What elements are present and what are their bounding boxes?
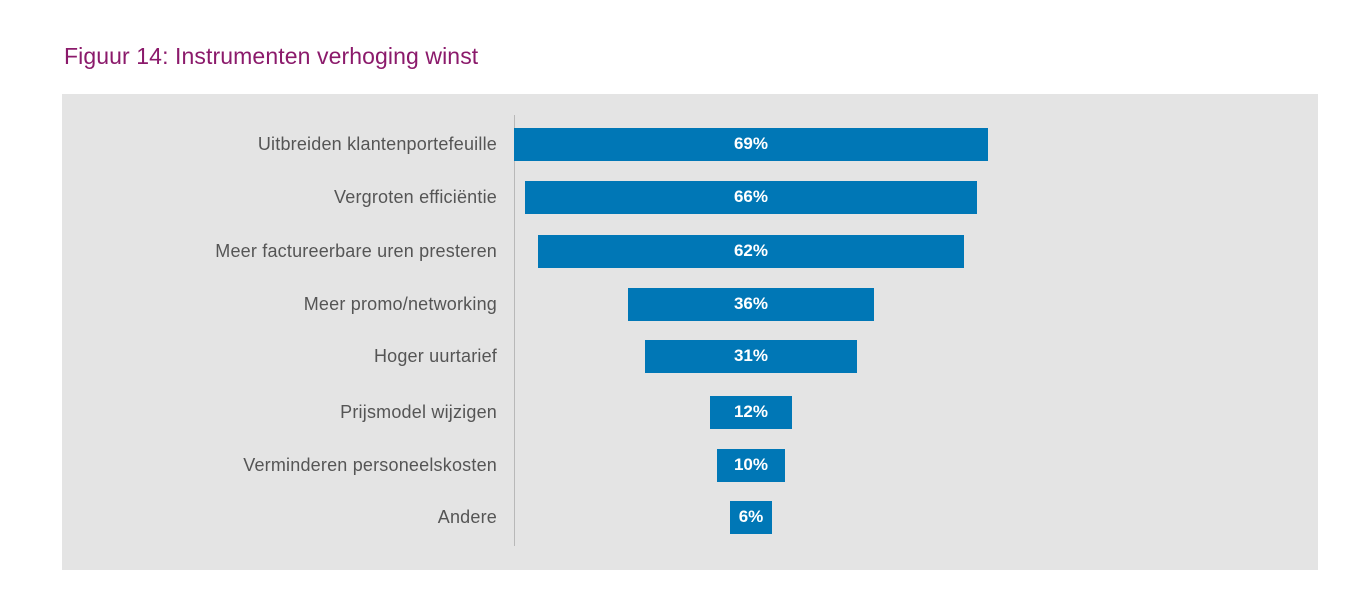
category-label: Uitbreiden klantenportefeuille: [257, 134, 497, 154]
category-label: Verminderen personeelskosten: [243, 455, 497, 475]
figure-title: Figuur 14: Instrumenten verhoging winst: [64, 43, 479, 69]
bar-value-label: 12%: [733, 402, 768, 421]
bar-value-label: 6%: [738, 507, 764, 526]
bar-value-label: 36%: [733, 294, 768, 313]
category-label: Andere: [437, 507, 497, 527]
bar: 6%: [730, 500, 772, 534]
bar-value-label: 31%: [733, 346, 768, 365]
bar-value-label: 62%: [733, 241, 768, 260]
bar: 10%: [716, 448, 786, 482]
category-label: Prijsmodel wijzigen: [340, 402, 497, 422]
category-label: Meer promo/networking: [303, 294, 497, 314]
bar: 31%: [644, 339, 858, 373]
bar: 12%: [709, 395, 793, 429]
bar: 69%: [514, 127, 988, 161]
bar-value-label: 10%: [733, 455, 768, 474]
bar: 66%: [524, 180, 978, 214]
bar: 62%: [538, 234, 964, 268]
category-label: Meer factureerbare uren presteren: [215, 241, 497, 261]
category-axis-line: [514, 115, 515, 546]
bar-value-label: 66%: [733, 187, 768, 206]
category-label: Hoger uurtarief: [373, 346, 497, 366]
category-label: Vergroten efficiëntie: [334, 187, 497, 207]
bar-value-label: 69%: [733, 134, 768, 153]
chart-panel: Uitbreiden klantenportefeuille 69% Vergrot…: [62, 94, 1318, 570]
bar: 36%: [627, 287, 875, 321]
